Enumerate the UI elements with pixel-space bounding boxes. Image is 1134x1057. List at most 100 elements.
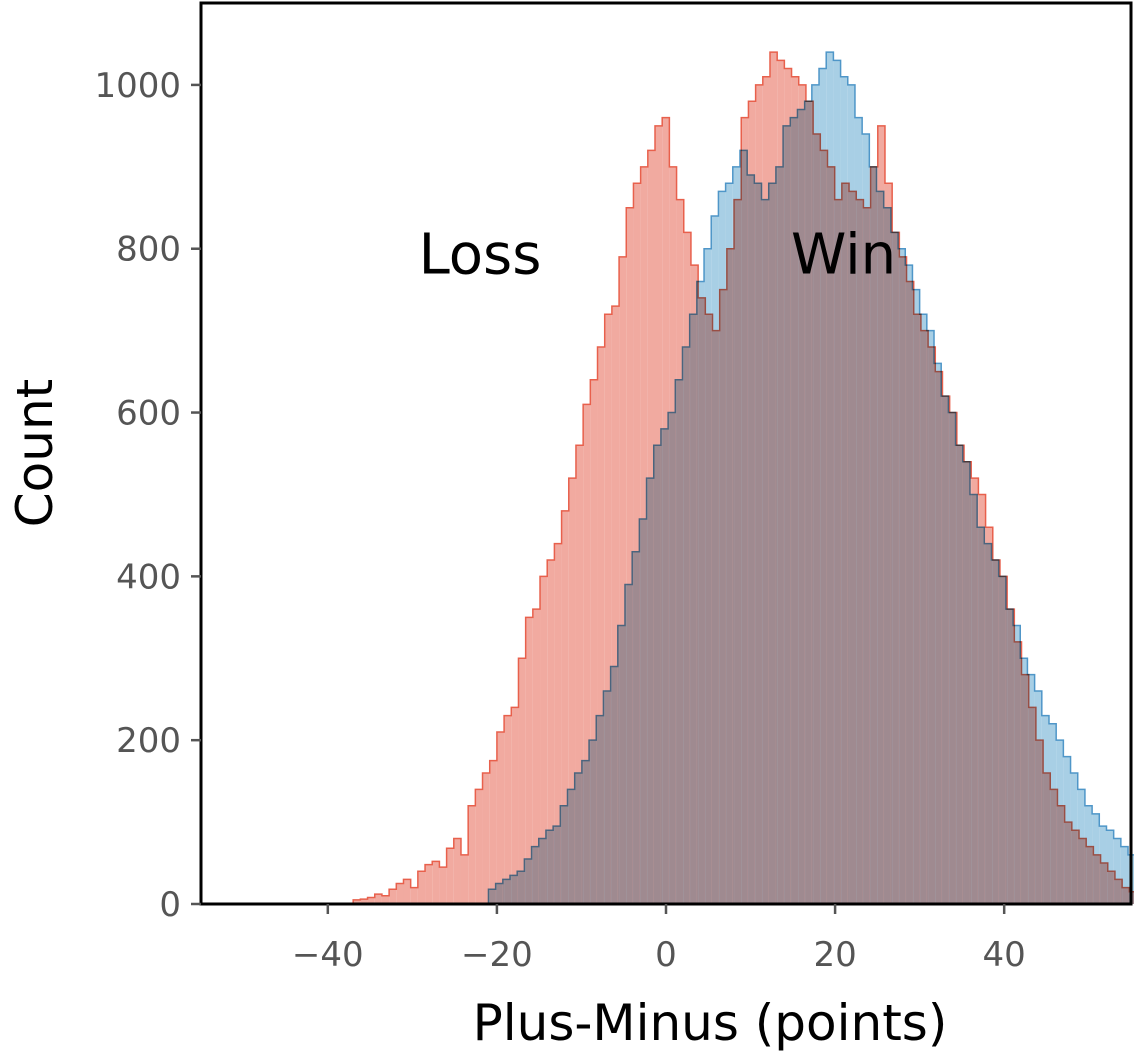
- win-bar: [1027, 674, 1035, 904]
- win-bar: [531, 846, 539, 904]
- annotation-win: Win: [791, 222, 896, 287]
- loss-bar: [597, 347, 605, 904]
- win-bar: [898, 248, 906, 904]
- loss-bar: [633, 183, 641, 904]
- win-bar: [826, 52, 834, 905]
- win-bar: [869, 166, 877, 904]
- annotation-loss: Loss: [419, 222, 542, 287]
- loss-bar: [360, 899, 368, 904]
- win-bar: [1113, 838, 1121, 904]
- loss-bar: [626, 207, 634, 905]
- y-tick-label: 400: [116, 557, 181, 597]
- win-bar: [567, 789, 575, 904]
- loss-bar: [367, 897, 375, 904]
- loss-bar: [568, 478, 576, 904]
- win-bar: [840, 76, 848, 904]
- win-bar: [1063, 756, 1071, 904]
- loss-bar: [547, 559, 555, 904]
- loss-bar: [410, 887, 418, 904]
- win-bar: [653, 445, 661, 904]
- win-bar: [689, 314, 697, 905]
- loss-bar: [432, 861, 440, 904]
- win-bar: [718, 191, 726, 904]
- loss-bar: [619, 256, 627, 904]
- loss-bar: [389, 889, 397, 904]
- y-tick-label: 1000: [94, 66, 181, 106]
- y-tick-label: 800: [116, 230, 181, 270]
- win-bar: [696, 281, 705, 904]
- win-bar: [1092, 813, 1100, 904]
- loss-bar: [446, 848, 454, 904]
- win-bar: [632, 551, 640, 904]
- win-bar: [984, 543, 992, 904]
- win-bar: [1120, 846, 1129, 904]
- win-bar: [1099, 826, 1107, 904]
- x-tick-label: −40: [292, 935, 364, 975]
- win-bar: [768, 183, 776, 904]
- win-bar: [1106, 830, 1114, 904]
- win-bar: [1084, 805, 1093, 904]
- loss-bar: [561, 510, 569, 904]
- win-bar: [797, 109, 805, 905]
- loss-bar: [604, 314, 612, 905]
- loss-bar: [425, 864, 433, 904]
- win-bar: [1041, 715, 1049, 904]
- loss-bar: [583, 404, 591, 904]
- win-bar: [1070, 772, 1078, 904]
- win-bar: [847, 84, 855, 905]
- win-bar: [1077, 789, 1085, 904]
- win-bar: [495, 883, 503, 904]
- win-bar: [883, 207, 891, 905]
- win-bar: [919, 314, 927, 905]
- win-bar: [962, 461, 970, 904]
- win-bar: [538, 838, 546, 904]
- win-bar: [545, 830, 554, 904]
- loss-bar: [525, 617, 533, 904]
- y-axis: 0 200 400 600 800 1000: [94, 66, 201, 925]
- win-bar: [502, 879, 511, 904]
- win-bar: [596, 715, 604, 904]
- win-bar: [639, 519, 647, 904]
- win-bar: [725, 183, 733, 904]
- loss-bar: [353, 899, 361, 904]
- win-bar: [912, 289, 920, 904]
- x-tick-label: 20: [813, 935, 856, 975]
- win-bar: [581, 760, 590, 904]
- x-tick-label: −20: [461, 935, 533, 975]
- loss-bar: [554, 543, 562, 904]
- loss-bar: [575, 445, 584, 904]
- win-bar: [646, 478, 654, 904]
- loss-bar: [403, 879, 411, 904]
- x-tick-label: 40: [983, 935, 1026, 975]
- win-bar: [862, 134, 870, 904]
- win-bar: [589, 740, 597, 904]
- win-bar: [998, 576, 1006, 904]
- win-bar: [617, 625, 625, 904]
- win-bar: [977, 527, 985, 904]
- win-bar: [603, 691, 611, 904]
- loss-bar: [374, 894, 382, 904]
- loss-bar: [504, 715, 512, 904]
- win-bar: [1034, 691, 1042, 904]
- win-bar: [804, 101, 812, 905]
- win-bar: [876, 191, 884, 904]
- win-bar: [941, 396, 949, 904]
- win-bar: [783, 125, 791, 904]
- win-bar: [682, 347, 690, 904]
- win-bar: [833, 60, 841, 904]
- win-bar: [560, 805, 568, 904]
- loss-bar: [590, 379, 598, 904]
- loss-bar: [439, 867, 447, 904]
- loss-outline: [352, 51, 1134, 904]
- win-bar: [1020, 658, 1028, 904]
- win-bar: [739, 150, 748, 904]
- win-bar: [948, 412, 956, 904]
- win-bar: [969, 494, 978, 904]
- loss-bar: [460, 854, 469, 904]
- win-bar: [517, 871, 525, 904]
- win-bar: [790, 117, 798, 904]
- win-bar: [668, 412, 676, 904]
- loss-bar: [489, 760, 497, 904]
- win-bar: [890, 232, 899, 904]
- loss-bar: [540, 576, 548, 904]
